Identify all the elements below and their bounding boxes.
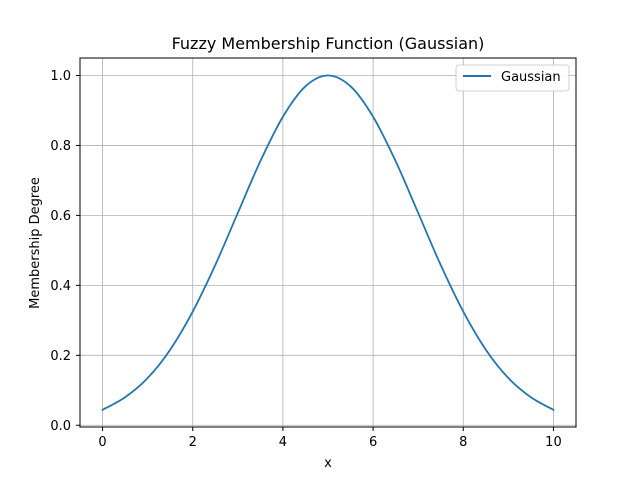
legend: Gaussian (455, 64, 570, 92)
x-axis-label: x (324, 456, 332, 471)
plot-series (101, 74, 555, 412)
plot-frame (79, 57, 577, 428)
y-axis-label: Membership Degree (28, 177, 43, 309)
y-tick-label: 0.4 (50, 279, 71, 294)
y-tick-label: 0.8 (50, 139, 71, 154)
axis-ticks: 0 2 4 6 8 10 0.0 0.2 0.4 0.6 0.8 1.0 (50, 69, 561, 450)
x-tick-label: 4 (279, 435, 287, 450)
y-tick-label: 0.6 (50, 209, 71, 224)
y-tick-label: 0.0 (50, 419, 71, 434)
x-tick-label: 2 (189, 435, 197, 450)
chart-title: Fuzzy Membership Function (Gaussian) (172, 34, 485, 53)
x-tick-label: 0 (98, 435, 106, 450)
grid (80, 58, 576, 427)
y-tick-label: 1.0 (50, 69, 71, 84)
legend-label: Gaussian (501, 70, 561, 85)
x-tick-label: 8 (459, 435, 467, 450)
series-line-gaussian (101, 74, 555, 412)
x-tick-label: 10 (545, 435, 562, 450)
y-tick-label: 0.2 (50, 349, 71, 364)
legend-box (455, 64, 570, 92)
x-tick-label: 6 (369, 435, 377, 450)
